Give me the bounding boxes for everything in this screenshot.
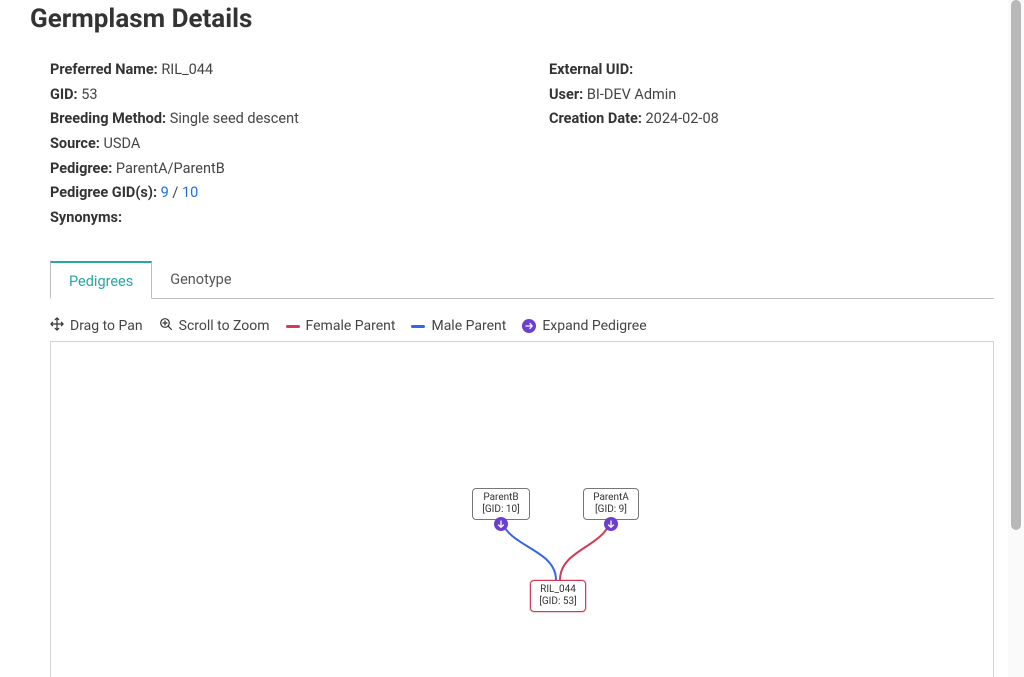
move-icon [50, 317, 64, 335]
male-swatch [411, 325, 425, 328]
scrollbar-thumb[interactable] [1011, 0, 1021, 530]
field-pedigree-gids: Pedigree GID(s): 9 / 10 [50, 181, 509, 206]
legend-expand-label: Expand Pedigree [542, 318, 646, 334]
page-title: Germplasm Details [30, 4, 1008, 34]
tab-pedigrees[interactable]: Pedigrees [50, 261, 152, 299]
node-parent-a[interactable]: ParentA [GID: 9] [583, 488, 639, 520]
label-external-uid: External UID: [549, 61, 633, 78]
value-pedigree: ParentA/ParentB [116, 160, 225, 177]
legend-drag-label: Drag to Pan [70, 318, 143, 334]
edge-male [501, 514, 556, 580]
field-synonyms: Synonyms: [50, 206, 509, 231]
legend-zoom-label: Scroll to Zoom [179, 318, 270, 334]
pedigree-gid-sep: / [169, 184, 182, 201]
female-swatch [286, 325, 300, 328]
tab-genotype[interactable]: Genotype [152, 261, 249, 299]
label-pedigree-gids: Pedigree GID(s): [50, 184, 157, 201]
node-parent-b-gid: [GID: 10] [481, 504, 521, 516]
legend-drag: Drag to Pan [50, 317, 143, 335]
label-breeding-method: Breeding Method: [50, 110, 166, 127]
value-gid: 53 [81, 86, 97, 103]
label-preferred-name: Preferred Name: [50, 61, 158, 78]
tab-bar: Pedigrees Genotype [50, 260, 994, 299]
pedigree-gid-link-2[interactable]: 10 [182, 184, 198, 201]
field-external-uid: External UID: [549, 58, 1008, 83]
legend-bar: Drag to Pan Scroll to Zoom Female Parent… [50, 317, 1008, 335]
node-child-name: RIL_044 [539, 584, 577, 596]
expand-icon [522, 319, 536, 333]
label-creation-date: Creation Date: [549, 110, 642, 127]
value-creation-date: 2024-02-08 [646, 110, 719, 127]
node-parent-b[interactable]: ParentB [GID: 10] [472, 488, 530, 520]
legend-expand: Expand Pedigree [522, 318, 646, 334]
legend-male-label: Male Parent [431, 318, 506, 334]
legend-female: Female Parent [286, 318, 396, 334]
value-preferred-name: RIL_044 [161, 61, 213, 78]
field-preferred-name: Preferred Name: RIL_044 [50, 58, 509, 83]
legend-male: Male Parent [411, 318, 506, 334]
label-gid: GID: [50, 86, 78, 103]
field-gid: GID: 53 [50, 83, 509, 108]
expand-parent-a-button[interactable] [604, 517, 618, 531]
details-panel: Preferred Name: RIL_044 GID: 53 Breeding… [30, 58, 1008, 230]
label-pedigree: Pedigree: [50, 160, 112, 177]
label-synonyms: Synonyms: [50, 209, 122, 226]
label-source: Source: [50, 135, 100, 152]
node-parent-a-name: ParentA [592, 492, 630, 504]
field-creation-date: Creation Date: 2024-02-08 [549, 107, 1008, 132]
node-child[interactable]: RIL_044 [GID: 53] [530, 580, 586, 612]
expand-parent-b-button[interactable] [494, 517, 508, 531]
details-left-column: Preferred Name: RIL_044 GID: 53 Breeding… [50, 58, 509, 230]
label-user: User: [549, 86, 583, 103]
field-source: Source: USDA [50, 132, 509, 157]
node-parent-a-gid: [GID: 9] [592, 504, 630, 516]
pedigree-viewer[interactable]: ParentB [GID: 10] ParentA [GID: 9] RIL_0… [50, 341, 994, 677]
zoom-icon [159, 317, 173, 335]
details-right-column: External UID: User: BI-DEV Admin Creatio… [549, 58, 1008, 230]
node-child-gid: [GID: 53] [539, 596, 577, 608]
field-pedigree: Pedigree: ParentA/ParentB [50, 157, 509, 182]
node-parent-b-name: ParentB [481, 492, 521, 504]
pedigree-gid-link-1[interactable]: 9 [161, 184, 169, 201]
legend-female-label: Female Parent [306, 318, 396, 334]
vertical-scrollbar[interactable] [1008, 0, 1024, 677]
value-user: BI-DEV Admin [587, 86, 676, 103]
field-breeding-method: Breeding Method: Single seed descent [50, 107, 509, 132]
field-user: User: BI-DEV Admin [549, 83, 1008, 108]
value-source: USDA [104, 135, 141, 152]
value-breeding-method: Single seed descent [170, 110, 299, 127]
legend-zoom: Scroll to Zoom [159, 317, 270, 335]
